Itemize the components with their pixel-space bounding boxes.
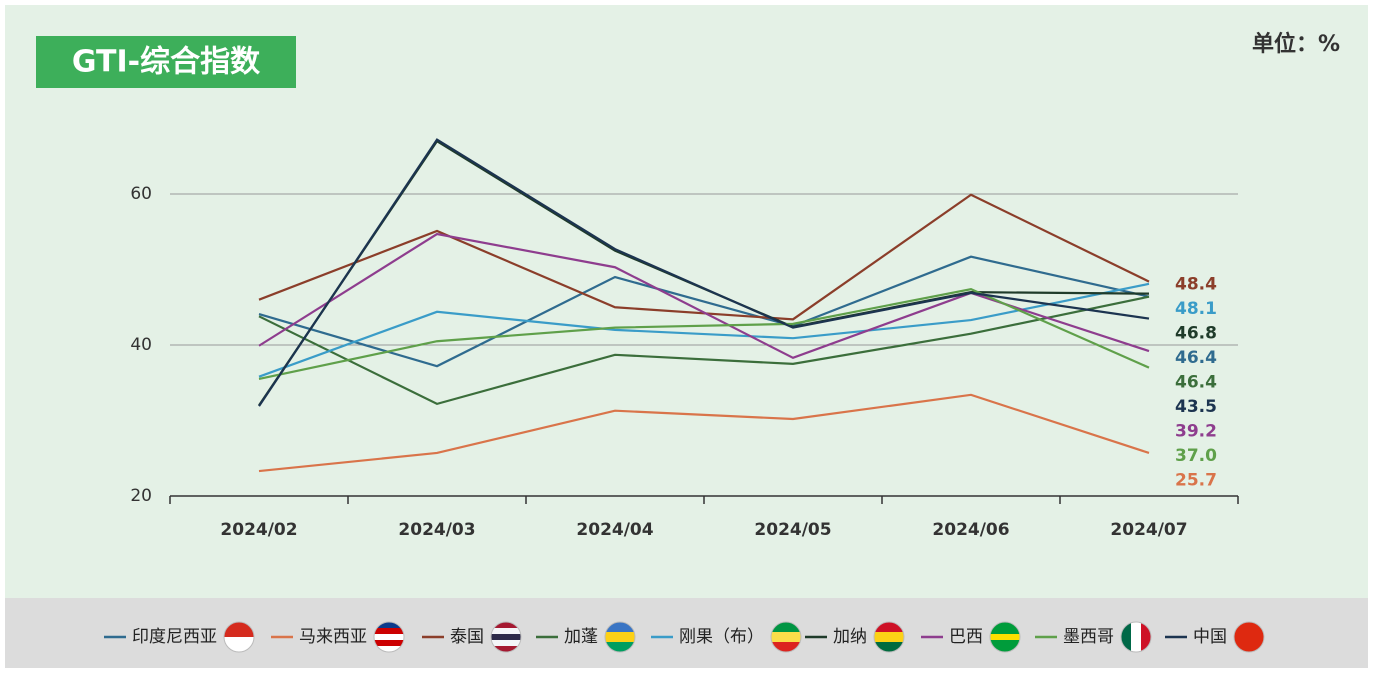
chart-title: GTI-综合指数 [72,45,261,80]
flag-stripe [1121,622,1132,652]
flag [491,622,521,652]
flag-stripe [605,622,635,633]
flag [374,622,404,652]
legend-label: 巴西 [949,627,983,647]
flag-border [490,621,522,653]
flag-stripe [374,628,404,635]
legend: 印度尼西亚 马来西亚 泰国 加蓬 刚果（布） 加纳 巴西 墨西哥 中国 [104,621,1265,653]
flag [874,622,904,652]
flag [771,622,801,652]
flag-stripe [874,632,904,643]
flag [1121,622,1151,652]
x-tick-label: 2024/02 [220,520,297,540]
flag-stripe [990,634,1020,641]
title-box [36,36,296,88]
flag-stripe [990,646,1020,652]
flag-stripe [491,640,521,647]
legend-label: 加纳 [833,627,867,647]
legend-label: 墨西哥 [1063,627,1114,647]
flag-border [770,621,802,653]
series-line [258,138,1150,407]
flag-stripe [1141,622,1151,652]
flag-stripe [224,637,254,652]
value-label: 48.4 [1175,275,1217,295]
flag-stripe [605,632,635,643]
flag-stripe [374,640,404,647]
flag-stripe [491,634,521,641]
legend-label: 刚果（布） [679,627,764,647]
flag-border [989,621,1021,653]
flag [224,622,254,652]
y-tick-label: 40 [130,335,152,355]
flag-border [873,621,905,653]
flag-border [1233,621,1265,653]
plot-background [5,5,1368,598]
y-tick-label: 20 [130,486,152,506]
flag [990,622,1020,652]
legend-label: 印度尼西亚 [132,627,217,647]
flag [1234,622,1264,652]
flag-stripe [491,622,521,629]
flag-border [1120,621,1152,653]
x-tick-label: 2024/07 [1110,520,1187,540]
legend-label: 马来西亚 [299,627,367,647]
legend-label: 中国 [1193,627,1227,647]
flag-stripe [990,628,1020,635]
x-tick-label: 2024/04 [576,520,653,540]
value-label: 43.5 [1175,397,1217,417]
flag-stripe [1131,622,1142,652]
value-label: 48.1 [1175,299,1217,319]
flag-stripe [771,642,801,652]
flag [605,622,635,652]
unit-label: 单位：% [1252,31,1340,57]
x-tick-label: 2024/05 [754,520,831,540]
value-label: 25.7 [1175,471,1217,491]
value-label: 46.4 [1175,373,1217,393]
series-line [258,393,1150,473]
y-tick-label: 60 [130,184,152,204]
flag-stripe [1234,622,1264,652]
flag-border [223,621,255,653]
legend-label: 加蓬 [564,627,598,647]
value-label: 39.2 [1175,422,1217,442]
flag-stripe [771,622,801,633]
series-line [258,287,1150,381]
flag-stripe [605,642,635,652]
flag-stripe [374,646,404,652]
value-label: 37.0 [1175,446,1217,466]
flag-stripe [990,640,1020,647]
flag-stripe [374,622,404,629]
flag-stripe [874,642,904,652]
series-line [258,295,1150,406]
series-line [258,255,1150,368]
flag-stripe [771,632,801,643]
legend-label: 泰国 [450,627,484,647]
x-tick-label: 2024/06 [932,520,1009,540]
flag-stripe [990,622,1020,629]
flag-border [604,621,636,653]
flag-border [373,621,405,653]
flag-stripe [491,646,521,652]
flag-stripe [374,634,404,641]
flag-stripe [491,628,521,635]
value-label: 46.4 [1175,348,1217,368]
series-line [258,282,1150,378]
flag-stripe [224,622,254,638]
flag-stripe [874,622,904,633]
value-label: 46.8 [1175,324,1217,344]
x-tick-label: 2024/03 [398,520,475,540]
